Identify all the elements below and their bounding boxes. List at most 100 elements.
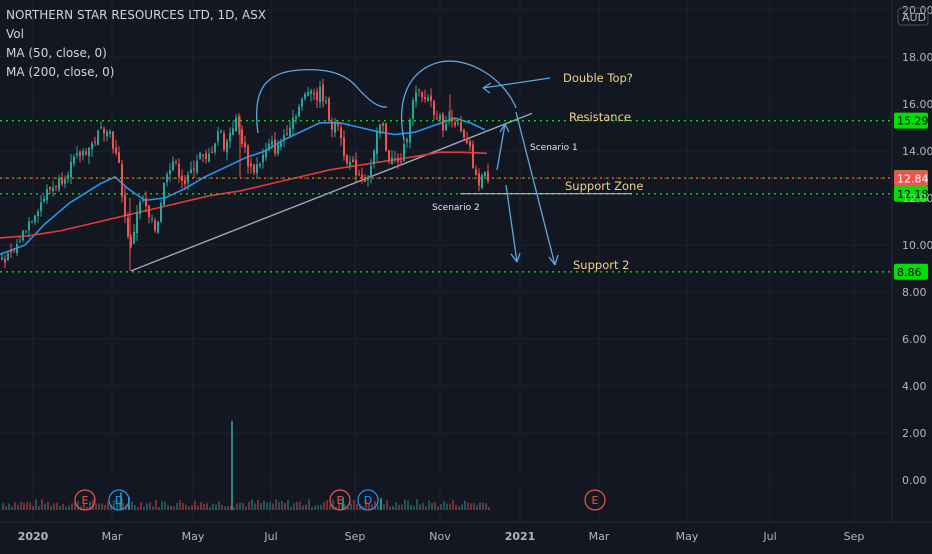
last-price-text: 12.84 — [897, 172, 929, 185]
volume-bar — [92, 499, 94, 510]
candle-body — [91, 143, 93, 149]
volume-bar — [275, 499, 277, 510]
candle-body — [142, 199, 144, 201]
volume-bar — [83, 503, 85, 510]
candle-body — [418, 89, 420, 91]
candle-body — [10, 250, 12, 252]
volume-bar — [344, 504, 346, 510]
volume-bar — [365, 500, 367, 510]
candle-body — [49, 187, 51, 190]
earnings-event-marker[interactable] — [329, 489, 351, 511]
volume-bar — [383, 504, 385, 510]
candle-body — [154, 220, 156, 231]
candle-body — [295, 116, 297, 119]
candle-body — [241, 129, 243, 144]
volume-bar — [329, 504, 331, 510]
candle-body — [109, 131, 111, 134]
candle-body — [388, 150, 390, 162]
volume-bar — [425, 506, 427, 510]
volume-bar — [65, 506, 67, 510]
annotation-scenario-2: Scenario 2 — [432, 203, 480, 213]
volume-bar-spike — [231, 420, 233, 510]
volume-bar — [287, 499, 289, 510]
volume-bar — [104, 505, 106, 510]
candle-body — [346, 155, 348, 164]
volume-bar — [398, 504, 400, 510]
volume-bar — [239, 502, 241, 510]
candle-body — [487, 171, 489, 182]
candle-body — [19, 241, 21, 243]
time-tick-label: Mar — [102, 530, 123, 543]
volume-bar — [377, 505, 379, 510]
candle-body — [145, 198, 147, 207]
candle-body — [475, 169, 477, 176]
candle-body — [328, 98, 330, 121]
earnings-event-marker[interactable] — [584, 489, 606, 511]
price-tick-label: 20.00 — [902, 4, 932, 17]
volume-bar — [407, 500, 409, 510]
candle-body — [52, 187, 54, 192]
candle-body — [172, 161, 174, 171]
volume-bar — [338, 503, 340, 510]
volume-bar — [242, 502, 244, 510]
volume-bar — [140, 502, 142, 510]
candle-body — [148, 205, 150, 217]
candle-body — [337, 123, 339, 126]
volume-bar — [2, 503, 4, 510]
volume-bar — [53, 503, 55, 510]
candle-body — [25, 230, 27, 232]
currency-badge[interactable] — [897, 7, 929, 26]
volume-bar — [11, 506, 13, 510]
event-letter: E — [592, 494, 599, 507]
volume-bar — [368, 502, 370, 510]
arrow-double-top — [482, 77, 551, 89]
volume-bar — [143, 506, 145, 510]
candle-body — [298, 106, 300, 117]
candle-body — [124, 194, 126, 216]
volume-bar — [188, 506, 190, 510]
time-tick-label: Jul — [762, 530, 776, 543]
volume-bar — [203, 503, 205, 510]
arrow-down-support-2 — [515, 111, 556, 266]
volume-bar — [149, 502, 151, 510]
candle-body — [469, 141, 471, 147]
candle-body — [58, 177, 60, 190]
candle-body — [85, 151, 87, 155]
volume-bar — [293, 503, 295, 510]
candle-body — [88, 147, 90, 157]
candle-body — [136, 211, 138, 234]
candle-body — [406, 139, 408, 142]
time-tick-label: 2020 — [18, 530, 49, 543]
volume-bar — [98, 503, 100, 510]
chart-legend: NORTHERN STAR RESOURCES LTD, 1D, ASX Vol… — [6, 6, 266, 82]
volume-bar — [8, 503, 10, 510]
volume-bar — [44, 503, 46, 510]
volume-bar — [458, 506, 460, 510]
candle-body — [466, 139, 468, 143]
volume-bar — [194, 500, 196, 510]
candle-body — [400, 161, 402, 163]
candle-body — [112, 131, 114, 149]
candle-body — [331, 121, 333, 130]
volume-bar — [14, 502, 16, 510]
candle-body — [244, 142, 246, 148]
candle-body — [319, 86, 321, 103]
volume-bar — [68, 505, 70, 510]
candle-body — [115, 147, 117, 154]
dividend-event-marker[interactable] — [108, 489, 130, 511]
candle-body — [280, 142, 282, 147]
volume-bar — [356, 503, 358, 510]
volume-bar — [350, 503, 352, 510]
earnings-event-marker[interactable] — [74, 489, 96, 511]
volume-bar — [461, 504, 463, 510]
candle-body — [31, 221, 33, 223]
candle-body — [16, 244, 18, 254]
candle-body — [430, 95, 432, 101]
volume-bar — [314, 505, 316, 510]
price-tick-label: 0.00 — [902, 474, 927, 487]
volume-bar — [467, 502, 469, 510]
time-tick-label: Jul — [263, 530, 277, 543]
dividend-event-marker[interactable] — [357, 489, 379, 511]
